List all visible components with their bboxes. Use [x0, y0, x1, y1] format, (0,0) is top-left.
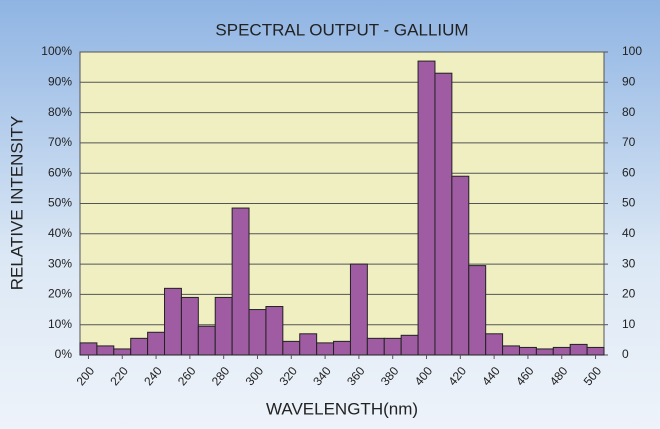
- bar: [518, 346, 537, 356]
- bar: [282, 340, 301, 356]
- y-tick-label: 40%: [48, 226, 72, 240]
- y-tick-label: 0%: [55, 347, 73, 361]
- bar: [299, 333, 318, 356]
- bar: [164, 287, 182, 356]
- bar: [552, 346, 571, 356]
- bar: [485, 333, 504, 356]
- bar: [417, 60, 436, 356]
- y2-tick-label: 60: [622, 165, 636, 179]
- chart-title: SPECTRAL OUTPUT - GALLIUM: [215, 20, 468, 39]
- y-tick-label: 80%: [48, 105, 72, 119]
- bar: [316, 342, 335, 356]
- bar: [468, 265, 487, 356]
- bar: [451, 175, 470, 356]
- y-tick-label: 10%: [48, 317, 72, 331]
- bar: [130, 337, 149, 356]
- bar: [197, 325, 216, 356]
- bar: [434, 72, 453, 356]
- bar: [502, 345, 520, 356]
- y2-tick-label: 50: [622, 196, 636, 210]
- bar: [79, 342, 98, 356]
- y-tick-label: 90%: [48, 74, 72, 88]
- y2-tick-label: 80: [622, 105, 636, 119]
- bar: [180, 296, 199, 356]
- y2-tick-label: 40: [622, 226, 636, 240]
- y-tick-label: 20%: [48, 287, 72, 301]
- bar: [366, 337, 385, 356]
- x-axis-title: WAVELENGTH(nm): [266, 399, 418, 418]
- bar: [248, 309, 267, 356]
- y-tick-label: 70%: [48, 135, 72, 149]
- y-tick-label: 50%: [48, 196, 72, 210]
- bar: [231, 207, 250, 356]
- bar: [586, 346, 605, 356]
- y-tick-label: 60%: [48, 165, 72, 179]
- bar: [400, 334, 419, 356]
- y-tick-label: 30%: [48, 256, 72, 270]
- bar: [569, 343, 588, 356]
- y2-tick-label: 70: [622, 135, 636, 149]
- y2-tick-label: 20: [622, 287, 636, 301]
- bar: [113, 348, 132, 356]
- bar: [214, 296, 233, 356]
- bar: [265, 306, 284, 356]
- y2-tick-label: 30: [622, 256, 636, 270]
- y-axis-title: RELATIVE INTENSITY: [7, 116, 26, 290]
- bar: [333, 340, 351, 356]
- bar: [96, 345, 115, 356]
- bar: [147, 331, 166, 356]
- bar: [349, 263, 368, 356]
- bar: [383, 337, 402, 356]
- y2-tick-label: 0: [622, 347, 629, 361]
- y2-tick-label: 90: [622, 74, 636, 88]
- y-tick-label: 100%: [41, 44, 72, 58]
- y2-tick-label: 10: [622, 317, 636, 331]
- y2-tick-label: 100: [622, 44, 642, 58]
- bar: [535, 348, 554, 356]
